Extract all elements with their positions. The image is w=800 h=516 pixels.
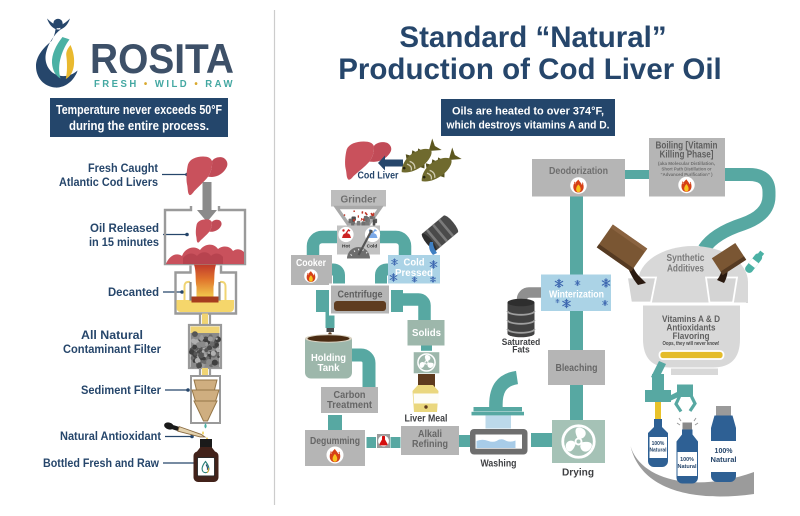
svg-text:Alkali: Alkali xyxy=(418,428,442,440)
svg-text:Temperature never exceeds 50°F: Temperature never exceeds 50°F xyxy=(56,103,222,117)
svg-text:Liver Meal: Liver Meal xyxy=(405,413,448,425)
svg-text:ROSITA: ROSITA xyxy=(90,35,234,82)
svg-text:Cold: Cold xyxy=(367,244,378,250)
svg-text:Antioxidants: Antioxidants xyxy=(667,323,716,333)
svg-text:Oils are heated to over 374°F,: Oils are heated to over 374°F, xyxy=(452,106,604,118)
svg-text:Sediment Filter: Sediment Filter xyxy=(81,385,161,397)
svg-text:Short Path Distillation or: Short Path Distillation or xyxy=(662,166,712,172)
svg-text:Refining: Refining xyxy=(412,438,448,450)
svg-text:Washing: Washing xyxy=(481,458,517,470)
svg-text:in 15 minutes: in 15 minutes xyxy=(89,237,159,249)
svg-text:Flavoring: Flavoring xyxy=(673,331,710,341)
svg-text:Vitamins A & D: Vitamins A & D xyxy=(662,314,720,324)
svg-text:Solids: Solids xyxy=(412,327,441,339)
svg-text:Grinder: Grinder xyxy=(341,194,377,206)
svg-text:100%: 100% xyxy=(680,457,694,463)
svg-text:Fats: Fats xyxy=(512,345,530,355)
svg-text:Centrifuge: Centrifuge xyxy=(338,289,383,301)
svg-text:Holding: Holding xyxy=(311,352,346,364)
svg-text:Oops, they will never know!: Oops, they will never know! xyxy=(663,341,720,347)
svg-text:“Advanced Purification” ): “Advanced Purification” ) xyxy=(661,172,713,178)
svg-text:Winterization: Winterization xyxy=(549,289,604,301)
svg-text:Saturated: Saturated xyxy=(502,337,541,347)
svg-text:Treatment: Treatment xyxy=(327,399,372,411)
svg-text:FRESH • WILD • RAW: FRESH • WILD • RAW xyxy=(94,79,235,90)
svg-text:Cold: Cold xyxy=(404,258,425,269)
svg-text:during the entire process.: during the entire process. xyxy=(69,119,209,133)
svg-text:Decanted: Decanted xyxy=(108,287,159,299)
svg-text:All Natural: All Natural xyxy=(81,330,143,342)
svg-text:Deodorization: Deodorization xyxy=(549,165,608,177)
svg-text:Carbon: Carbon xyxy=(334,389,366,401)
svg-text:Tank: Tank xyxy=(318,362,340,374)
svg-text:Additives: Additives xyxy=(667,264,704,275)
svg-text:Fresh Caught: Fresh Caught xyxy=(88,163,158,175)
svg-text:100%: 100% xyxy=(652,441,665,447)
svg-text:Degumming: Degumming xyxy=(310,435,360,447)
svg-text:Natural: Natural xyxy=(650,448,668,454)
svg-text:Hot: Hot xyxy=(342,244,350,250)
svg-text:Cooker: Cooker xyxy=(296,258,326,269)
svg-text:Bleaching: Bleaching xyxy=(556,362,598,374)
svg-text:Production of Cod Liver Oil: Production of Cod Liver Oil xyxy=(338,53,722,86)
svg-text:(aka Molecular Distillation,: (aka Molecular Distillation, xyxy=(658,161,716,167)
svg-text:which destroys vitamins A and: which destroys vitamins A and D. xyxy=(446,120,610,132)
svg-text:Natural: Natural xyxy=(711,457,737,464)
svg-text:Atlantic Cod Livers: Atlantic Cod Livers xyxy=(59,177,158,189)
svg-text:Pressed: Pressed xyxy=(395,268,433,279)
svg-text:Drying: Drying xyxy=(562,467,594,479)
svg-text:Boiling [Vitamin: Boiling [Vitamin xyxy=(656,141,718,152)
svg-text:Killing Phase]: Killing Phase] xyxy=(660,150,714,161)
svg-text:Synthetic: Synthetic xyxy=(667,253,705,264)
svg-text:Natural: Natural xyxy=(678,464,698,470)
svg-text:Oil Released: Oil Released xyxy=(90,223,159,235)
svg-text:Cod Liver: Cod Liver xyxy=(358,170,399,182)
svg-text:100%: 100% xyxy=(715,448,734,455)
svg-text:Contaminant Filter: Contaminant Filter xyxy=(63,344,161,356)
svg-text:Bottled Fresh and Raw: Bottled Fresh and Raw xyxy=(43,458,159,470)
svg-text:Natural Antioxidant: Natural Antioxidant xyxy=(60,431,161,443)
svg-text:Standard “Natural”: Standard “Natural” xyxy=(399,21,666,54)
